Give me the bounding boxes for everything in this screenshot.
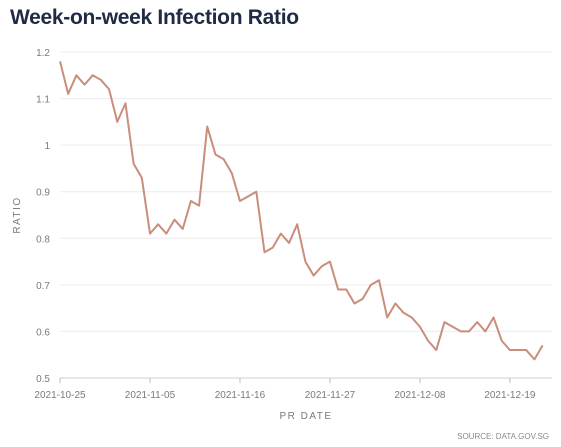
y-tick-label: 0.9 <box>36 188 50 199</box>
x-tick-label: 2021-11-16 <box>215 390 266 401</box>
series-group <box>59 61 544 361</box>
y-tick-label: 0.8 <box>36 234 50 245</box>
x-axis-ticks: 2021-10-25 2021-11-05 2021-11-16 2021-11-27… <box>34 378 536 401</box>
x-tick-label: 2021-10-25 <box>34 390 86 401</box>
x-tick-label: 2021-12-08 <box>394 390 446 401</box>
y-tick-label: 0.6 <box>36 327 50 338</box>
series-line <box>59 61 544 361</box>
source-note: SOURCE: DATA.GOV.SG <box>457 432 549 441</box>
y-axis-ticks: 0.5 0.6 0.7 0.8 0.9 1 1.1 1.2 <box>36 48 50 385</box>
x-tick-label: 2021-11-05 <box>125 390 176 401</box>
y-tick-label: 0.5 <box>36 374 50 385</box>
y-tick-label: 0.7 <box>36 281 50 292</box>
x-tick-label: 2021-11-27 <box>305 390 356 401</box>
y-tick-label: 1.2 <box>36 48 50 59</box>
grid-lines <box>60 51 552 332</box>
chart-title: Week-on-week Infection Ratio <box>10 6 299 29</box>
y-tick-label: 1.1 <box>36 95 50 106</box>
x-axis-label: PR DATE <box>279 411 332 422</box>
y-tick-label: 1 <box>44 141 50 152</box>
y-axis-label: RATIO <box>12 196 23 233</box>
x-tick-label: 2021-12-19 <box>484 390 536 401</box>
